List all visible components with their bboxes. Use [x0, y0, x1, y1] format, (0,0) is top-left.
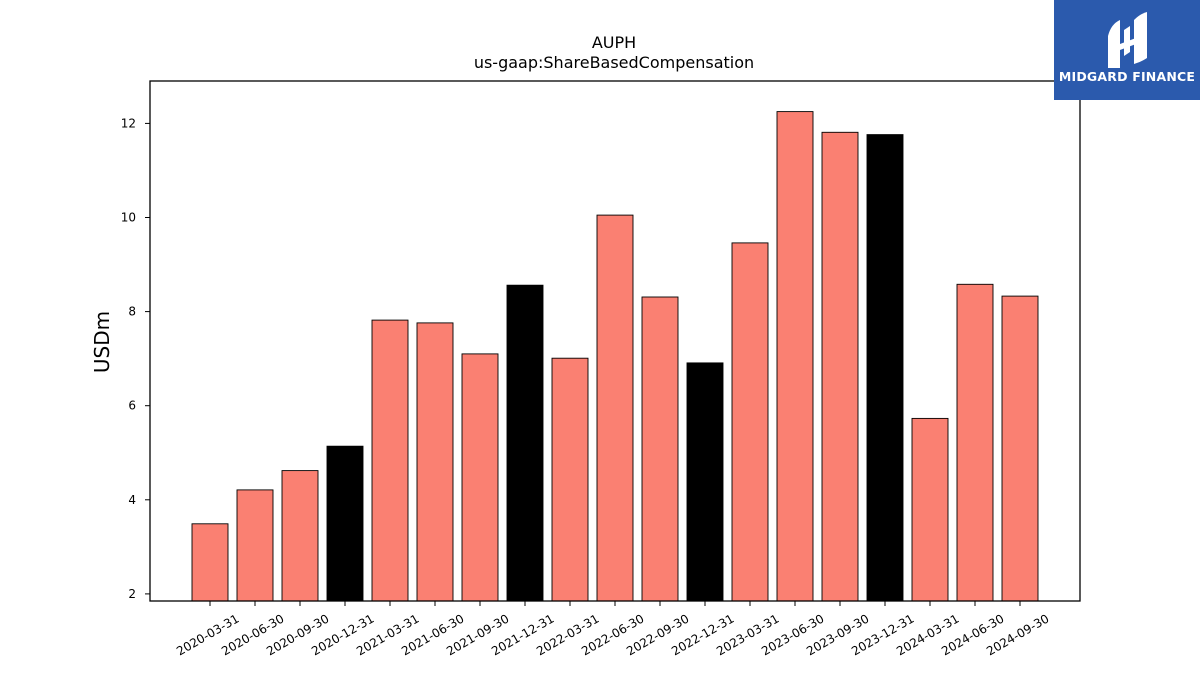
bar-2023-06-30: [776, 111, 814, 602]
y-tick-label-8: 8: [128, 305, 136, 319]
y-tick-label-12: 12: [121, 116, 136, 130]
y-tick-label-10: 10: [121, 211, 136, 225]
bars-group: [191, 111, 1039, 602]
bar-2022-12-31: [686, 362, 724, 602]
bar-2020-06-30: [236, 489, 274, 602]
bar-2020-03-31: [191, 523, 229, 602]
bar-2024-09-30: [1001, 295, 1039, 602]
brand-logo: MIDGARD FINANCE: [1054, 0, 1200, 100]
bar-2022-09-30: [641, 296, 679, 602]
bar-2021-09-30: [461, 353, 499, 602]
midgard-monogram-icon: [1108, 12, 1147, 68]
x-ticks-group: 2020-03-312020-06-302020-09-302020-12-31…: [174, 601, 1052, 658]
bar-2023-03-31: [731, 242, 769, 602]
bar-2024-03-31: [911, 417, 949, 602]
y-tick-label-2: 2: [128, 587, 136, 601]
bar-2023-12-31: [866, 134, 904, 602]
bar-2022-03-31: [551, 357, 589, 602]
y-axis-label: USDm: [90, 311, 114, 373]
bar-2022-06-30: [596, 214, 634, 602]
bar-2020-09-30: [281, 470, 319, 602]
bar-2021-06-30: [416, 322, 454, 602]
chart-title: AUPH: [592, 33, 636, 52]
y-ticks-group: 2 4 6 8 10 12: [121, 116, 150, 601]
bar-2020-12-31: [326, 445, 364, 602]
bar-2021-03-31: [371, 319, 409, 602]
brand-name: MIDGARD FINANCE: [1059, 69, 1195, 84]
plot-frame: [149, 80, 1081, 602]
bar-2023-09-30: [821, 131, 859, 602]
bar-2024-06-30: [956, 283, 994, 602]
y-tick-label-4: 4: [128, 493, 136, 507]
bar-2021-12-31: [506, 284, 544, 602]
y-tick-label-6: 6: [128, 399, 136, 413]
chart-subtitle: us-gaap:ShareBasedCompensation: [474, 53, 754, 72]
